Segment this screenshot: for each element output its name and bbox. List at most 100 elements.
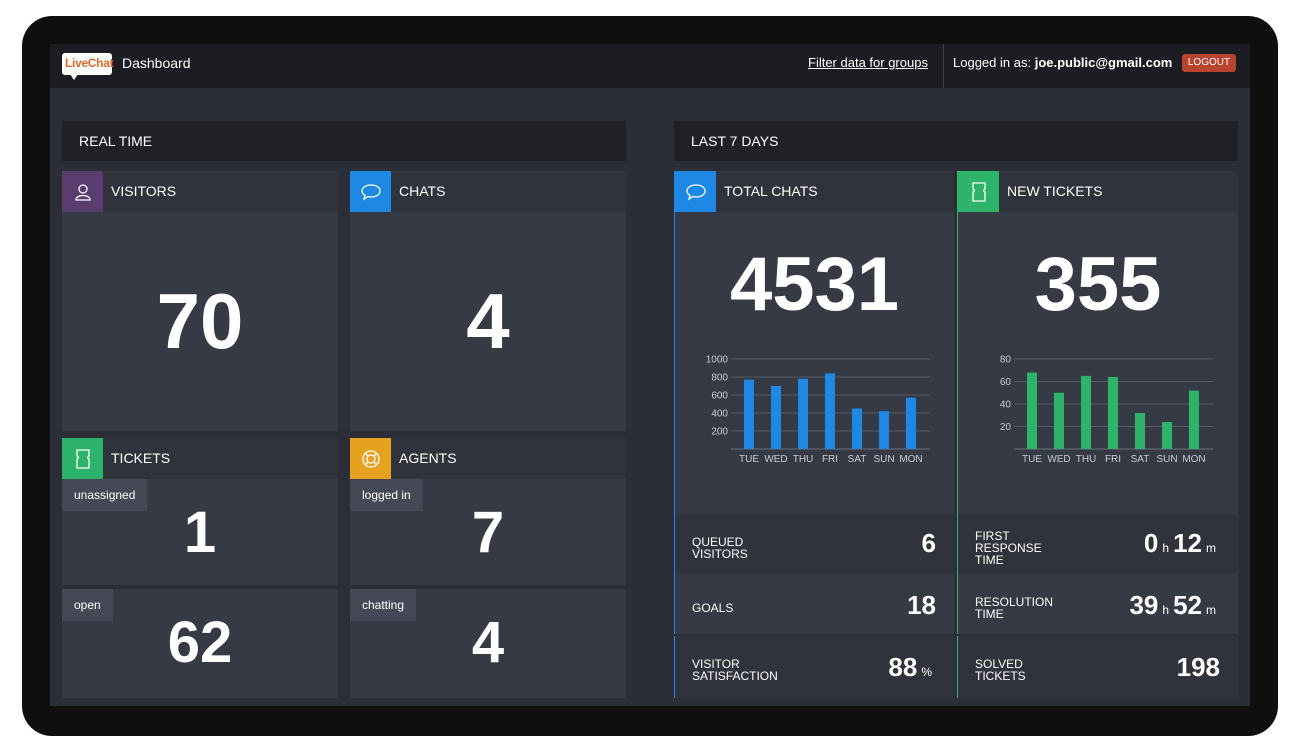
bar-wed[interactable] bbox=[1054, 392, 1064, 449]
chatting-label: chatting bbox=[350, 589, 417, 621]
visitors-title: VISITORS bbox=[111, 183, 177, 199]
bar-mon[interactable] bbox=[906, 397, 916, 449]
agents-title: AGENTS bbox=[399, 450, 457, 466]
open-count: 62 bbox=[167, 610, 233, 675]
visitor-satisfaction-label: VISITOR SATISFACTION bbox=[692, 657, 778, 683]
login-info: Logged in as: joe.public@gmail.com bbox=[953, 55, 1172, 70]
y-tick-label: 60 bbox=[1000, 377, 1012, 388]
chats-title: CHATS bbox=[399, 183, 446, 199]
bar-sat[interactable] bbox=[852, 408, 862, 450]
resolution-minutes: 52 bbox=[1173, 590, 1202, 620]
x-tick-label: WED bbox=[1047, 454, 1070, 465]
ticket-icon bbox=[62, 438, 103, 479]
agents-tile[interactable]: AGENTS logged in 7 chatting 4 bbox=[350, 438, 626, 698]
open-label: open bbox=[62, 589, 113, 621]
new-tickets-header: NEW TICKETS bbox=[958, 171, 1238, 212]
tickets-title: TICKETS bbox=[111, 450, 171, 466]
header-divider bbox=[943, 44, 944, 88]
tickets-tile[interactable]: TICKETS unassigned 1 open 62 bbox=[62, 438, 338, 698]
speech-bubble-icon bbox=[675, 171, 716, 212]
livechat-logo[interactable]: LiveChat bbox=[62, 53, 114, 80]
resolution-time-value: 39 h 52 m bbox=[1129, 590, 1220, 621]
agents-logged-in-row: logged in 7 bbox=[350, 479, 626, 585]
last7-section-header: LAST 7 DAYS bbox=[674, 121, 1238, 161]
visitors-tile[interactable]: VISITORS 70 bbox=[62, 171, 338, 431]
hours-unit: h bbox=[1162, 603, 1170, 617]
total-chats-panel[interactable]: TOTAL CHATS 4531 200 400 600 800 1000 TUE WED T… bbox=[674, 171, 954, 514]
goals-value: 18 bbox=[907, 590, 936, 620]
realtime-section-header: REAL TIME bbox=[62, 121, 626, 161]
visitor-satisfaction-row: VISITOR SATISFACTION 88% bbox=[674, 636, 954, 698]
bar-mon[interactable] bbox=[1189, 390, 1199, 450]
visitors-count: 70 bbox=[156, 277, 244, 365]
y-tick-label: 800 bbox=[711, 373, 728, 384]
solved-tickets-label: SOLVED TICKETS bbox=[975, 657, 1026, 683]
dashboard-screen: LiveChat Dashboard Filter data for group… bbox=[50, 44, 1250, 706]
first-response-label: FIRST RESPONSE TIME bbox=[975, 529, 1042, 567]
minutes-unit: m bbox=[1206, 541, 1216, 555]
queued-visitors-row: QUEUED VISITORS 6 bbox=[674, 514, 954, 574]
goals-row: GOALS 18 bbox=[674, 574, 954, 634]
visitor-satisfaction-value: 88% bbox=[888, 652, 936, 683]
tickets-unassigned-row: unassigned 1 bbox=[62, 479, 338, 585]
login-prefix: Logged in as: bbox=[953, 55, 1032, 70]
x-tick-label: THU bbox=[1076, 454, 1097, 465]
bar-sun[interactable] bbox=[879, 411, 889, 449]
filter-groups-link[interactable]: Filter data for groups bbox=[808, 55, 928, 70]
goals-label: GOALS bbox=[692, 601, 734, 615]
bar-tue[interactable] bbox=[1027, 372, 1037, 450]
x-tick-label: MON bbox=[899, 454, 922, 465]
speech-bubble-icon bbox=[350, 171, 391, 212]
y-tick-label: 20 bbox=[1000, 422, 1012, 433]
bar-fri[interactable] bbox=[1108, 377, 1118, 449]
queued-visitors-value: 6 bbox=[921, 528, 936, 558]
bar-sat[interactable] bbox=[1135, 413, 1145, 449]
tickets-open-row: open 62 bbox=[62, 589, 338, 698]
agents-chatting-row: chatting 4 bbox=[350, 589, 626, 698]
chatting-count: 4 bbox=[471, 610, 505, 675]
y-tick-label: 600 bbox=[711, 391, 728, 402]
bar-wed[interactable] bbox=[771, 386, 781, 449]
logout-button[interactable]: LOGOUT bbox=[1182, 54, 1236, 72]
bar-thu[interactable] bbox=[798, 378, 808, 449]
queued-visitors-label: QUEUED VISITORS bbox=[692, 535, 748, 561]
user-icon bbox=[62, 171, 103, 212]
page-title: Dashboard bbox=[122, 55, 191, 71]
logo-bubble-tail bbox=[70, 74, 78, 80]
lifebuoy-icon bbox=[350, 438, 391, 479]
visitors-tile-header: VISITORS bbox=[62, 171, 338, 212]
first-response-hours: 0 bbox=[1143, 528, 1159, 558]
x-tick-label: FRI bbox=[1105, 454, 1121, 465]
chats-count: 4 bbox=[466, 277, 510, 365]
new-tickets-panel[interactable]: NEW TICKETS 355 20 40 60 80 TUE WED THU FRI SAT S… bbox=[957, 171, 1238, 514]
bar-tue[interactable] bbox=[744, 379, 754, 449]
x-tick-label: SAT bbox=[1131, 454, 1150, 465]
x-tick-label: MON bbox=[1182, 454, 1205, 465]
realtime-title: REAL TIME bbox=[79, 133, 153, 149]
chats-tile[interactable]: CHATS 4 bbox=[350, 171, 626, 431]
y-tick-label: 200 bbox=[711, 427, 728, 438]
bar-sun[interactable] bbox=[1162, 422, 1172, 449]
x-tick-label: FRI bbox=[822, 454, 838, 465]
logo-text: LiveChat bbox=[65, 56, 114, 70]
resolution-time-label: RESOLUTION TIME bbox=[975, 595, 1054, 621]
unassigned-label: unassigned bbox=[62, 479, 148, 511]
x-tick-label: SUN bbox=[873, 454, 894, 465]
resolution-time-row: RESOLUTION TIME 39 h 52 m bbox=[957, 574, 1238, 634]
chats-tile-header: CHATS bbox=[350, 171, 626, 212]
new-tickets-title: NEW TICKETS bbox=[1007, 183, 1103, 199]
hours-unit: h bbox=[1162, 541, 1170, 555]
total-chats-header: TOTAL CHATS bbox=[675, 171, 954, 212]
login-email: joe.public@gmail.com bbox=[1034, 55, 1173, 70]
first-response-value: 0 h 12 m bbox=[1144, 528, 1220, 559]
y-tick-label: 400 bbox=[711, 409, 728, 420]
last7-title: LAST 7 DAYS bbox=[691, 133, 779, 149]
x-tick-label: SUN bbox=[1156, 454, 1177, 465]
logged-in-label: logged in bbox=[350, 479, 423, 511]
solved-tickets-value: 198 bbox=[1176, 652, 1220, 682]
total-chats-title: TOTAL CHATS bbox=[724, 183, 818, 199]
bar-thu[interactable] bbox=[1081, 375, 1091, 449]
bar-fri[interactable] bbox=[825, 373, 835, 449]
tickets-tile-header: TICKETS bbox=[62, 438, 338, 479]
first-response-row: FIRST RESPONSE TIME 0 h 12 m bbox=[957, 514, 1238, 574]
